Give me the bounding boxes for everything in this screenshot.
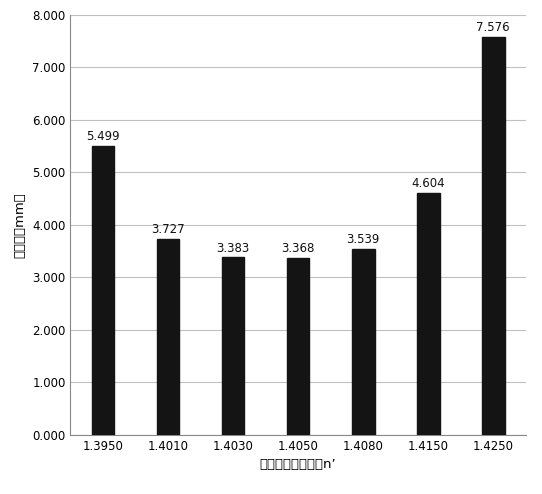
Text: 3.727: 3.727 xyxy=(151,223,185,237)
Bar xyxy=(417,193,440,435)
Y-axis label: 球差和（mm）: 球差和（mm） xyxy=(14,192,27,258)
X-axis label: 液芯内液体折射率n’: 液芯内液体折射率n’ xyxy=(260,458,337,471)
Bar xyxy=(287,258,309,435)
Bar xyxy=(157,239,179,435)
Text: 3.539: 3.539 xyxy=(346,233,380,247)
Text: 4.604: 4.604 xyxy=(411,177,445,191)
Bar xyxy=(482,37,505,435)
Text: 3.368: 3.368 xyxy=(281,243,315,255)
Text: 7.576: 7.576 xyxy=(476,21,510,35)
Bar xyxy=(222,257,244,435)
Bar xyxy=(352,249,375,435)
Text: 3.383: 3.383 xyxy=(216,242,250,254)
Bar xyxy=(92,146,114,435)
Text: 5.499: 5.499 xyxy=(86,130,120,143)
